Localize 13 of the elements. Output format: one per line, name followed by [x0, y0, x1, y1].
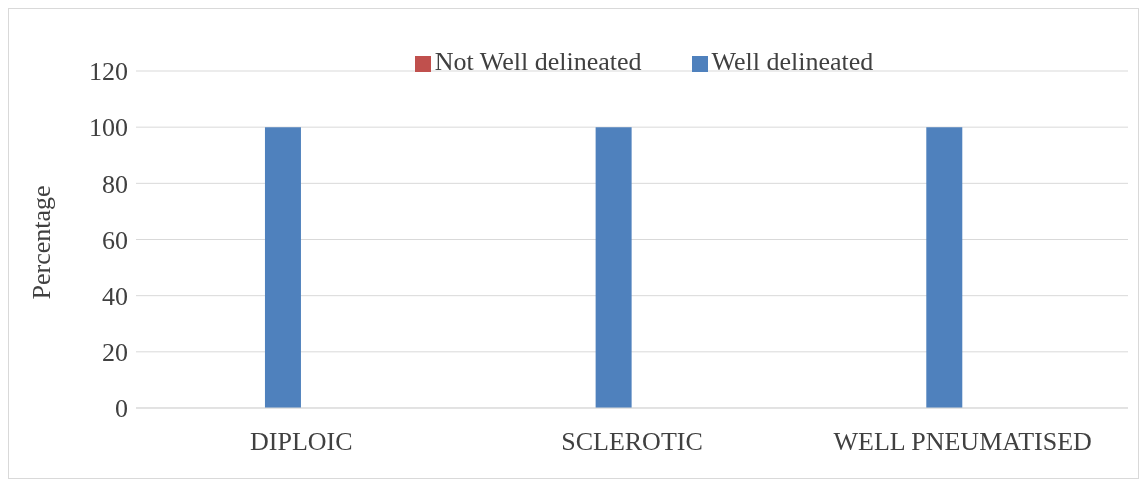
x-tick-label: DIPLOIC: [250, 427, 353, 457]
y-tick-label: 40: [102, 281, 128, 311]
y-tick-label: 20: [102, 338, 128, 368]
y-axis-title: Percentage: [27, 185, 57, 300]
legend-label: Well delineated: [711, 47, 874, 76]
legend-label: Not Well delineated: [434, 47, 642, 76]
x-tick-label: SCLEROTIC: [561, 427, 703, 457]
y-tick-label: 100: [89, 113, 128, 143]
y-tick-label: 0: [115, 394, 128, 424]
y-tick-label: 120: [89, 57, 128, 87]
y-tick-label: 60: [102, 225, 128, 255]
y-tick-label: 80: [102, 169, 128, 199]
x-tick-label: WELL PNEUMATISED: [833, 427, 1092, 457]
